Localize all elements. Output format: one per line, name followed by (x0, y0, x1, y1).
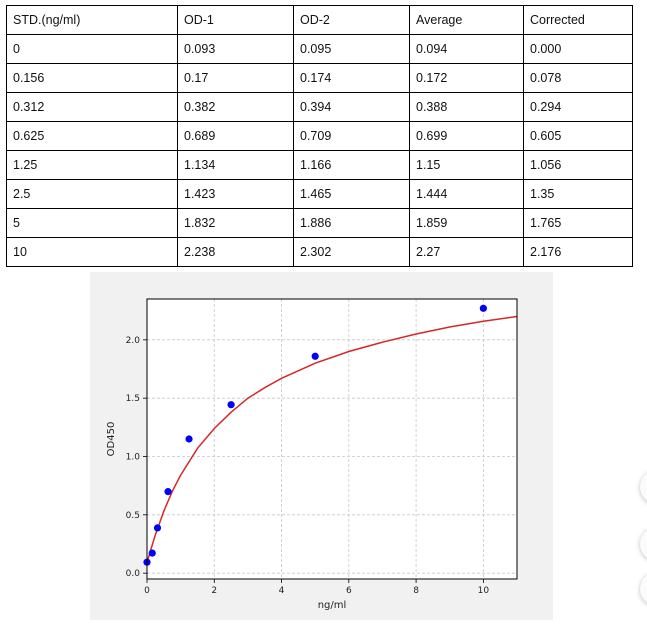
side-button[interactable] (640, 470, 647, 504)
cell-od2: 0.174 (293, 63, 410, 93)
cell-od1: 1.832 (177, 208, 294, 238)
y-tick-label: 2.0 (126, 336, 141, 346)
cell-std: 1.25 (6, 150, 178, 180)
table-row: 5 1.832 1.886 1.859 1.765 (6, 208, 633, 238)
side-button[interactable] (640, 527, 647, 561)
cell-std: 10 (6, 237, 178, 267)
table-header-row: STD.(ng/ml) OD-1 OD-2 Average Corrected (6, 5, 633, 35)
cell-average: 0.094 (409, 34, 524, 64)
cell-corrected: 0.000 (523, 34, 633, 64)
cell-od1: 0.093 (177, 34, 294, 64)
cell-od2: 1.465 (293, 179, 410, 209)
cell-od1: 1.423 (177, 179, 294, 209)
cell-od2: 2.302 (293, 237, 410, 267)
plot-frame (146, 298, 518, 580)
y-tick-label: 1.0 (126, 453, 141, 463)
standard-table: STD.(ng/ml) OD-1 OD-2 Average Corrected … (6, 5, 633, 267)
data-point (164, 488, 172, 496)
x-tick-label: 2 (211, 586, 217, 596)
plot-area (147, 299, 517, 579)
header-average: Average (409, 5, 524, 35)
axis-ticks: 0 2 4 6 8 10 0.0 0.5 1.0 1.5 2.0 (126, 336, 490, 596)
cell-std: 2.5 (6, 179, 178, 209)
x-axis-label: ng/ml (318, 600, 347, 611)
standard-curve-chart: 0 2 4 6 8 10 0.0 0.5 1.0 1.5 2.0 ng/ml OD450 (90, 272, 553, 620)
cell-od1: 2.238 (177, 237, 294, 267)
cell-od2: 0.394 (293, 92, 410, 122)
cell-average: 0.388 (409, 92, 524, 122)
x-tick-label: 0 (144, 586, 150, 596)
x-tick-label: 4 (279, 586, 285, 596)
data-point (148, 549, 156, 557)
header-od2: OD-2 (293, 5, 410, 35)
cell-corrected: 2.176 (523, 237, 633, 267)
cell-corrected: 1.35 (523, 179, 633, 209)
fit-curve-line (146, 315, 518, 563)
x-tick-label: 10 (478, 586, 490, 596)
cell-od1: 1.134 (177, 150, 294, 180)
cell-corrected: 0.605 (523, 121, 633, 151)
cell-average: 1.15 (409, 150, 524, 180)
cell-average: 1.859 (409, 208, 524, 238)
cell-od1: 0.689 (177, 121, 294, 151)
cell-od2: 0.709 (293, 121, 410, 151)
cell-std: 5 (6, 208, 178, 238)
cell-od1: 0.17 (177, 63, 294, 93)
data-point (311, 352, 319, 360)
cell-std: 0.312 (6, 92, 178, 122)
x-tick-label: 8 (413, 586, 419, 596)
cell-corrected: 0.078 (523, 63, 633, 93)
data-points (143, 304, 487, 566)
data-point (479, 304, 487, 312)
table-row: 10 2.238 2.302 2.27 2.176 (6, 237, 633, 267)
cell-average: 0.172 (409, 63, 524, 93)
cell-average: 2.27 (409, 237, 524, 267)
table-row: 0.156 0.17 0.174 0.172 0.078 (6, 63, 633, 93)
cell-std: 0.156 (6, 63, 178, 93)
cell-corrected: 1.056 (523, 150, 633, 180)
cell-od2: 1.886 (293, 208, 410, 238)
fit-curve (146, 315, 518, 563)
data-point (227, 401, 235, 409)
header-corrected: Corrected (523, 5, 633, 35)
cell-average: 1.444 (409, 179, 524, 209)
cell-od2: 1.166 (293, 150, 410, 180)
cell-od2: 0.095 (293, 34, 410, 64)
y-axis-label: OD450 (106, 422, 117, 457)
y-tick-label: 1.5 (126, 394, 140, 404)
table-row: 2.5 1.423 1.465 1.444 1.35 (6, 179, 633, 209)
side-button[interactable] (640, 572, 647, 606)
data-point (153, 524, 162, 532)
cell-corrected: 0.294 (523, 92, 633, 122)
x-tick-label: 6 (346, 586, 352, 596)
y-tick-label: 0.5 (126, 511, 140, 521)
y-tick-label: 0.0 (126, 569, 141, 579)
cell-std: 0 (6, 34, 178, 64)
header-std: STD.(ng/ml) (6, 5, 178, 35)
cell-od1: 0.382 (177, 92, 294, 122)
data-point (185, 435, 193, 443)
table-row: 1.25 1.134 1.166 1.15 1.056 (6, 150, 633, 180)
header-od1: OD-1 (177, 5, 294, 35)
cell-corrected: 1.765 (523, 208, 633, 238)
cell-average: 0.699 (409, 121, 524, 151)
table-row: 0.625 0.689 0.709 0.699 0.605 (6, 121, 633, 151)
table-row: 0 0.093 0.095 0.094 0.000 (6, 34, 633, 64)
table-row: 0.312 0.382 0.394 0.388 0.294 (6, 92, 633, 122)
cell-std: 0.625 (6, 121, 178, 151)
